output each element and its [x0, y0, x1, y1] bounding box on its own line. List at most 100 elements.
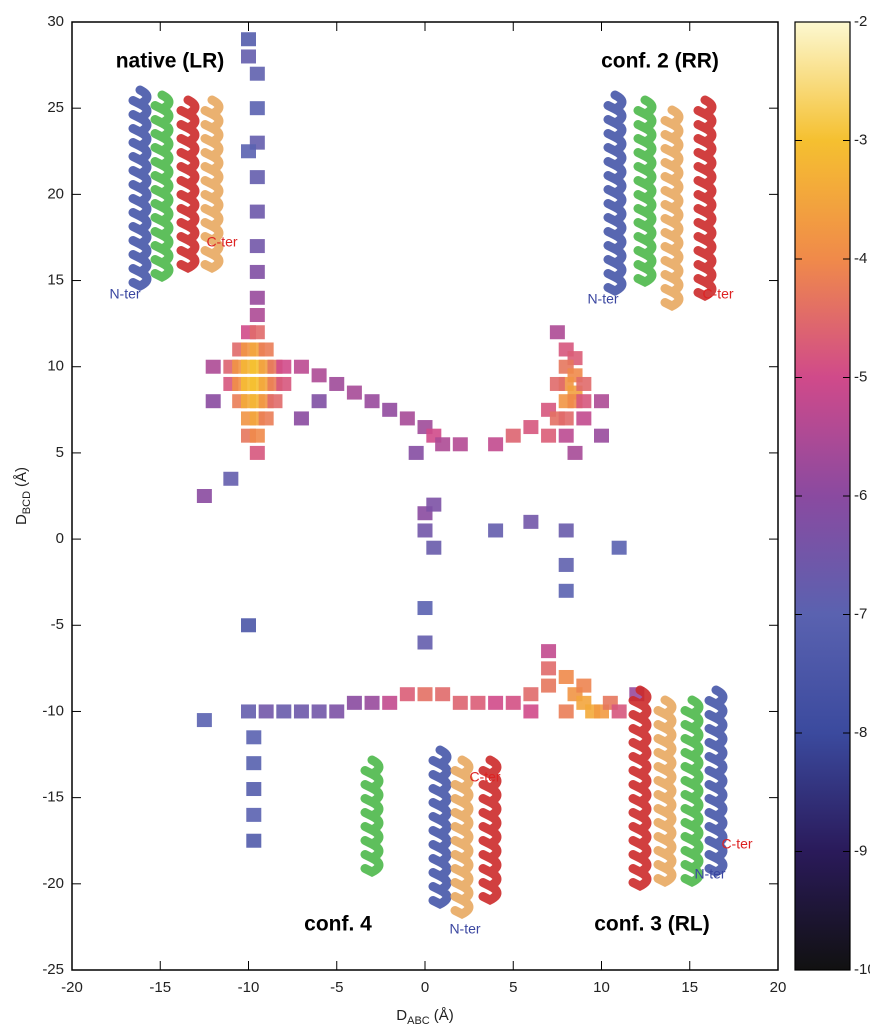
heatmap-cell	[364, 394, 380, 409]
helix	[428, 745, 452, 910]
heatmap-cell	[541, 678, 557, 693]
y-tick-label: 5	[56, 444, 64, 461]
heatmap-cell	[196, 713, 212, 728]
helix	[680, 695, 704, 888]
heatmap-cell	[541, 428, 557, 443]
x-tick-label: 20	[770, 979, 787, 996]
heatmap-cell	[523, 514, 539, 529]
x-tick-label: -15	[149, 979, 171, 996]
y-tick-label: 10	[47, 358, 64, 375]
heatmap-cell	[246, 807, 262, 822]
heatmap-cell	[470, 695, 486, 710]
heatmap-cell	[541, 661, 557, 676]
heatmap-cell	[258, 411, 274, 426]
y-tick-label: 30	[47, 13, 64, 30]
heatmap-cell	[249, 428, 265, 443]
heatmap-cell	[558, 669, 574, 684]
x-tick-label: -5	[330, 979, 343, 996]
helix	[660, 105, 684, 312]
c-ter-label: C-ter	[702, 286, 733, 302]
y-tick-label: 15	[47, 272, 64, 289]
heatmap-cell	[241, 32, 256, 47]
heatmap-cell	[558, 411, 574, 426]
colorbar-tick-label: -4	[854, 250, 867, 267]
heatmap-cell	[611, 540, 627, 555]
helix	[653, 695, 677, 888]
c-ter-label: C-ter	[469, 769, 500, 785]
x-tick-label: 5	[509, 979, 517, 996]
axis-label-main: D	[13, 514, 30, 525]
heatmap-cell	[241, 49, 256, 64]
heatmap-cell	[435, 687, 451, 702]
heatmap-cell	[311, 394, 327, 409]
n-ter-label: N-ter	[694, 866, 725, 882]
colorbar-tick-label: -5	[854, 368, 867, 385]
heatmap-cell	[311, 704, 327, 719]
y-tick-label: -5	[51, 616, 64, 633]
x-axis-label: DABC (Å)	[396, 1007, 453, 1027]
heatmap-cell	[541, 644, 557, 659]
c-ter-label: C-ter	[206, 234, 237, 250]
axis-label-main: D	[396, 1007, 407, 1024]
helix	[150, 90, 174, 283]
heatmap-cell	[346, 695, 362, 710]
heatmap-cell	[549, 376, 565, 391]
y-axis-label: DBCD (Å)	[13, 467, 33, 525]
heatmap-cell	[293, 359, 309, 374]
heatmap-cell	[399, 411, 415, 426]
c-ter-label: C-ter	[721, 836, 752, 852]
heatmap-cell	[267, 394, 283, 409]
heatmap-cell	[558, 557, 574, 572]
heatmap-cell	[594, 394, 609, 409]
structure-title: conf. 4	[304, 913, 372, 936]
structure-title: conf. 2 (RR)	[601, 50, 719, 73]
structure-title: conf. 3 (RL)	[594, 913, 710, 936]
heatmap-cell	[196, 489, 212, 503]
heatmap-cell	[505, 695, 521, 710]
heatmap-cell	[408, 445, 424, 460]
heatmap-cell	[364, 695, 380, 710]
heatmap-cell	[399, 687, 415, 702]
heatmap-cell	[426, 540, 442, 555]
heatmap-cell	[249, 325, 265, 340]
heatmap-cell	[576, 678, 592, 693]
axis-label-sub: ABC	[407, 1015, 430, 1027]
heatmap	[196, 32, 645, 848]
colorbar-tick-label: -7	[854, 605, 867, 622]
heatmap-cell	[452, 437, 468, 452]
heatmap-cell	[241, 618, 256, 633]
heatmap-cell	[246, 833, 262, 848]
heatmap-cell	[558, 583, 574, 598]
helix	[450, 755, 474, 920]
colorbar-tick-label: -3	[854, 131, 867, 148]
heatmap-cell	[576, 411, 592, 426]
helix	[628, 685, 652, 892]
heatmap-cell	[452, 695, 468, 710]
y-tick-label: -20	[42, 875, 64, 892]
axis-label-unit: (Å)	[13, 467, 30, 487]
heatmap-cell	[258, 704, 274, 719]
heatmap-cell	[249, 264, 265, 279]
axis-label-unit: (Å)	[434, 1007, 454, 1024]
heatmap-cell	[276, 704, 292, 719]
heatmap-cell	[249, 101, 265, 116]
x-tick-label: -10	[238, 979, 260, 996]
heatmap-cell	[417, 635, 433, 650]
structures	[128, 85, 728, 920]
heatmap-cell	[417, 601, 433, 616]
n-ter-label: N-ter	[109, 286, 140, 302]
heatmap-cell	[241, 704, 256, 719]
heatmap-cell	[567, 445, 583, 460]
heatmap-cell	[246, 730, 262, 745]
heatmap-cell	[488, 523, 504, 538]
heatmap-cell	[523, 687, 539, 702]
heatmap-cell	[329, 376, 345, 391]
heatmap-cell	[329, 704, 345, 719]
y-tick-label: -10	[42, 702, 64, 719]
helix	[704, 685, 728, 878]
colorbar-tick-label: -6	[854, 487, 867, 504]
heatmap-cell	[223, 471, 239, 486]
heatmap-cell	[558, 523, 574, 538]
heatmap-cell	[249, 204, 265, 219]
helix	[176, 95, 200, 274]
